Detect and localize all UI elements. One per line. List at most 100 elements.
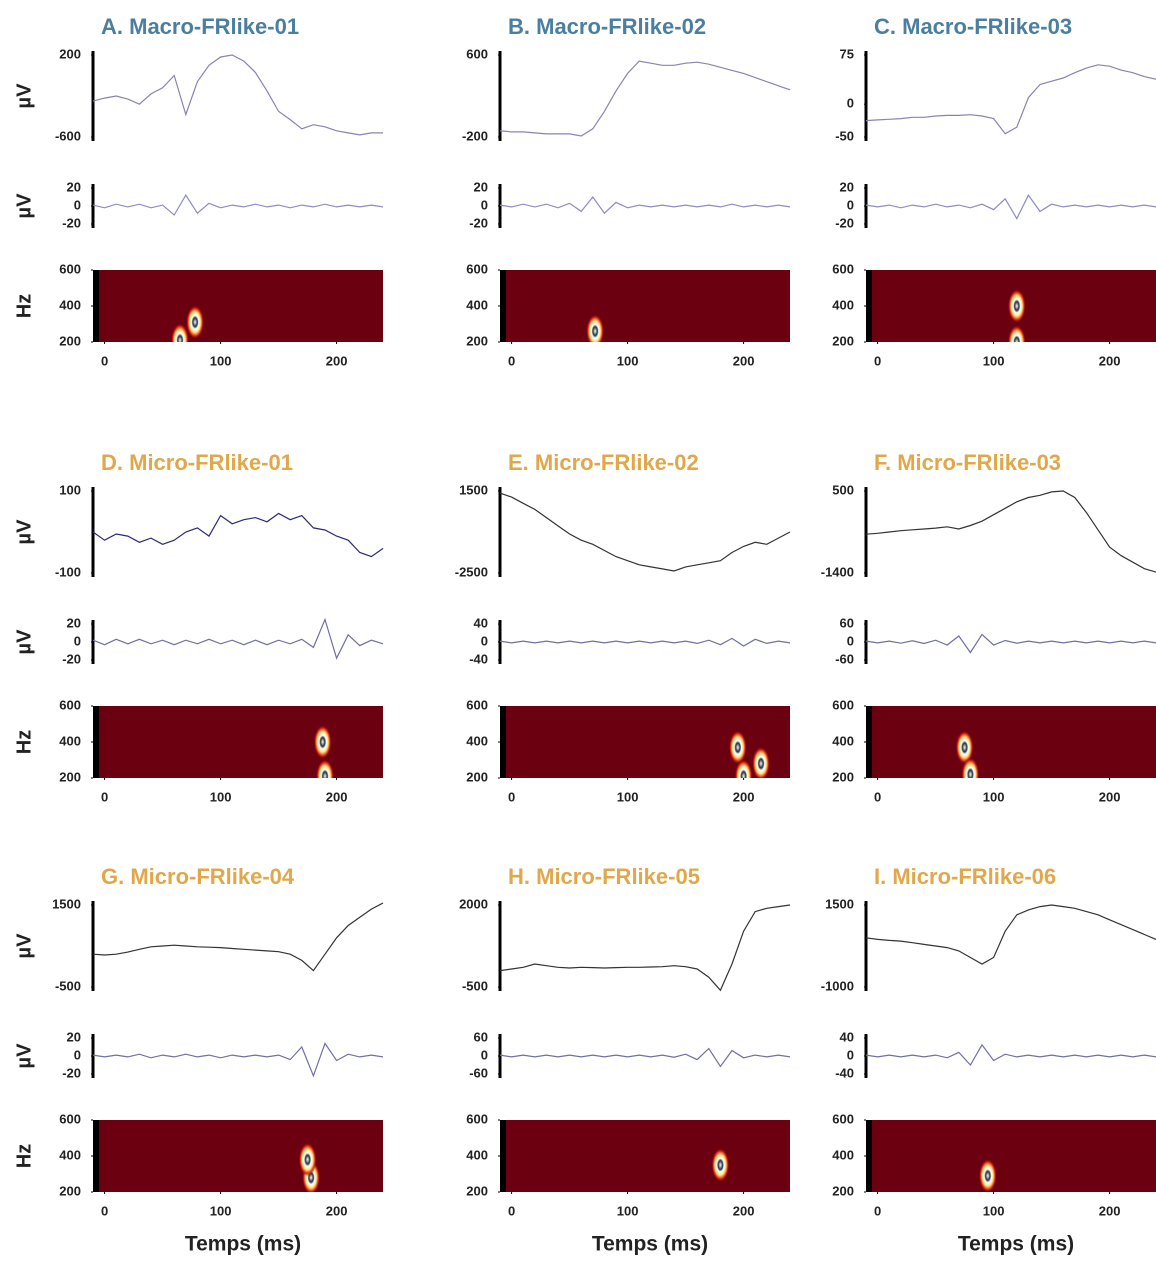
x-tick-label: 0 [101, 1203, 108, 1218]
y-tick-label: -40 [469, 651, 488, 666]
y-tick-label: 20 [474, 179, 488, 194]
y-tick-label: 500 [832, 482, 854, 497]
tf-edge [93, 270, 99, 342]
filtered-trace [499, 637, 791, 647]
y-tick-label: 400 [832, 1147, 854, 1162]
y-tick-label: 0 [847, 633, 854, 648]
y-tick-label: 400 [832, 297, 854, 312]
tf-hotspots [728, 730, 770, 778]
y-tick-label: 200 [59, 1183, 81, 1198]
x-tick-label: 100 [617, 789, 639, 804]
y-tick-label: 400 [832, 733, 854, 748]
filtered-trace [865, 194, 1156, 220]
y-axis-label: µV [13, 933, 35, 959]
y-tick-label: -500 [55, 978, 81, 993]
panel-title: A. Macro-FRlike-01 [101, 14, 299, 39]
x-tick-label: 200 [1099, 789, 1121, 804]
tf-background [500, 270, 790, 342]
tf-hotspot [728, 730, 747, 765]
tf-hotspot [978, 1158, 997, 1192]
y-tick-label: 200 [59, 46, 81, 61]
y-tick-label: -50 [835, 128, 854, 143]
y-tick-label: 600 [832, 697, 854, 712]
tf-edge [866, 1120, 872, 1192]
y-tick-label: 20 [67, 1029, 81, 1044]
y-tick-label: 0 [847, 96, 854, 111]
raw-trace [865, 904, 1156, 965]
x-tick-label: 0 [874, 789, 881, 804]
x-tick-label: 200 [1099, 353, 1121, 368]
raw-trace [865, 490, 1156, 573]
tf-hotspot [752, 746, 770, 778]
y-tick-label: -20 [469, 215, 488, 230]
y-tick-label: 600 [59, 1111, 81, 1126]
tf-hotspot [316, 759, 334, 778]
y-tick-label: 600 [466, 697, 488, 712]
y-axis-label: Hz [13, 730, 35, 754]
x-tick-label: 200 [1099, 1203, 1121, 1218]
y-tick-label: -20 [62, 651, 81, 666]
x-tick-label: 100 [983, 789, 1005, 804]
y-tick-label: -1400 [821, 564, 854, 579]
tf-edge [500, 1120, 506, 1192]
y-axis-label: µV [13, 629, 35, 655]
panel-title: D. Micro-FRlike-01 [101, 450, 293, 475]
panel-title: G. Micro-FRlike-04 [101, 864, 295, 889]
raw-trace [92, 512, 384, 558]
y-tick-label: 20 [840, 179, 854, 194]
y-tick-label: 40 [840, 1029, 854, 1044]
raw-trace [499, 60, 791, 137]
tf-hotspots [955, 730, 980, 778]
x-tick-label: 0 [508, 789, 515, 804]
y-tick-label: 100 [59, 482, 81, 497]
y-tick-label: 600 [59, 697, 81, 712]
x-tick-label: 200 [733, 353, 755, 368]
panel-title: B. Macro-FRlike-02 [508, 14, 706, 39]
tf-hotspot [955, 730, 974, 765]
y-tick-label: 200 [832, 1183, 854, 1198]
y-tick-label: -60 [835, 651, 854, 666]
y-tick-label: -100 [55, 564, 81, 579]
tf-edge [866, 706, 872, 778]
raw-trace [92, 902, 384, 972]
y-tick-label: 0 [74, 1047, 81, 1062]
y-tick-label: 200 [466, 333, 488, 348]
tf-hotspot [186, 305, 205, 340]
y-tick-label: 40 [474, 615, 488, 630]
y-tick-label: 400 [59, 297, 81, 312]
tf-edge [93, 706, 99, 778]
x-tick-label: 0 [508, 1203, 515, 1218]
raw-trace [499, 492, 791, 572]
tf-hotspot [1007, 289, 1026, 323]
x-tick-label: 0 [101, 353, 108, 368]
x-tick-label: 0 [101, 789, 108, 804]
y-tick-label: 2000 [459, 896, 488, 911]
tf-edge [500, 270, 506, 342]
y-tick-label: 600 [466, 1111, 488, 1126]
tf-background [93, 706, 383, 778]
tf-hotspot [313, 725, 332, 759]
x-tick-label: 100 [210, 789, 232, 804]
filtered-trace [865, 1043, 1156, 1067]
raw-trace [499, 904, 791, 992]
x-tick-label: 200 [326, 1203, 348, 1218]
tf-hotspot [711, 1148, 730, 1182]
y-axis-label: Hz [13, 294, 35, 318]
y-tick-label: 1500 [459, 482, 488, 497]
panel-title: I. Micro-FRlike-06 [874, 864, 1056, 889]
x-tick-label: 200 [733, 1203, 755, 1218]
y-tick-label: -200 [462, 128, 488, 143]
tf-background [500, 1120, 790, 1192]
x-tick-label: 100 [983, 1203, 1005, 1218]
tf-hotspots [711, 1148, 730, 1182]
tf-hotspots [1007, 289, 1026, 342]
y-tick-label: 0 [481, 1047, 488, 1062]
x-tick-label: 200 [326, 353, 348, 368]
tf-hotspots [313, 725, 334, 778]
x-tick-label: 200 [326, 789, 348, 804]
y-tick-label: -40 [835, 1065, 854, 1080]
y-tick-label: 400 [466, 1147, 488, 1162]
tf-hotspot [171, 323, 189, 342]
